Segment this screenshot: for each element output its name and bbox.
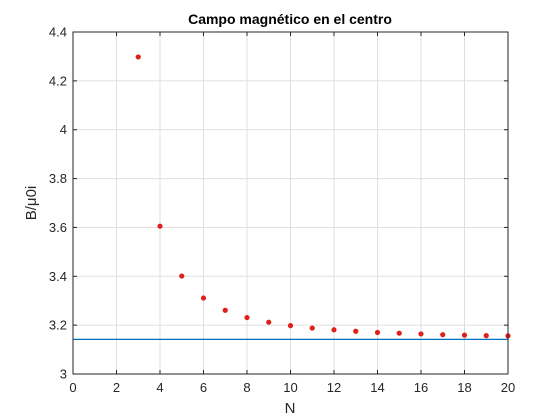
data-point — [418, 331, 424, 337]
x-tick-label: 4 — [156, 380, 163, 395]
x-tick-label: 12 — [327, 380, 341, 395]
data-point — [200, 295, 207, 301]
y-tick-label: 4.2 — [49, 73, 67, 88]
y-tick-label: 3.4 — [49, 269, 67, 284]
grid — [72, 31, 509, 375]
x-tick-label: 20 — [501, 380, 515, 395]
x-tick-label: 6 — [200, 380, 207, 395]
y-tick-label: 3.2 — [49, 318, 67, 333]
x-tick-label: 14 — [370, 380, 384, 395]
data-point — [483, 333, 489, 339]
data-point — [244, 314, 250, 321]
x-tick-label: 10 — [283, 380, 297, 395]
data-point — [461, 332, 468, 338]
axes — [72, 31, 509, 375]
data-point — [440, 332, 446, 338]
y-tick-label: 4 — [60, 122, 67, 137]
chart-title: Campo magnético en el centro — [188, 11, 392, 27]
data-point — [309, 325, 315, 331]
data-point — [266, 319, 272, 325]
x-tick-label: 0 — [69, 380, 76, 395]
data-point — [135, 54, 141, 60]
x-tick-label: 16 — [414, 380, 428, 395]
x-axis-label: N — [285, 400, 296, 417]
tick-labels: 0 2 4 6 8 10 12 14 16 18 20 3 3.2 3.4 3.6 3.8 4 4.2 4.4 — [49, 25, 515, 396]
y-tick-label: 4.4 — [49, 25, 67, 40]
data-point — [287, 323, 294, 329]
data-point — [353, 328, 359, 334]
data-point — [331, 327, 337, 333]
y-tick-label: 3.8 — [49, 171, 67, 186]
data-point — [374, 329, 381, 336]
y-tick-label: 3.6 — [49, 220, 67, 235]
x-tick-label: 2 — [113, 380, 120, 395]
data-point — [396, 330, 402, 336]
x-tick-label: 18 — [457, 380, 471, 395]
y-tick-label: 3 — [60, 367, 67, 382]
data-point — [157, 223, 163, 229]
data-point — [179, 273, 185, 279]
x-tick-label: 8 — [243, 380, 250, 395]
y-axis-label: B/μ0i — [23, 186, 40, 221]
data-point — [222, 307, 228, 313]
